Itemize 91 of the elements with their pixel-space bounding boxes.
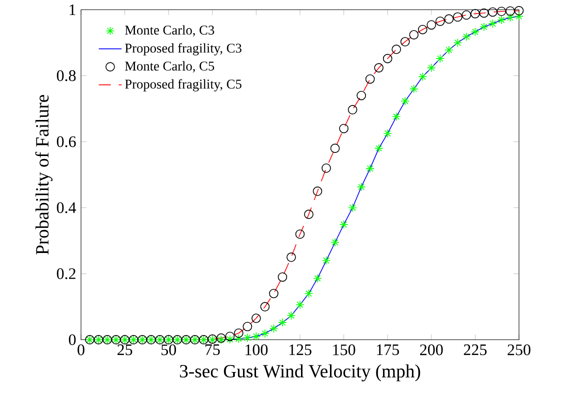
point xyxy=(252,314,261,324)
point xyxy=(400,37,410,47)
point xyxy=(488,19,498,28)
point xyxy=(322,164,331,173)
point xyxy=(453,38,462,48)
x-tick-label: 250 xyxy=(508,344,530,356)
point xyxy=(426,20,436,30)
point xyxy=(383,129,392,138)
point xyxy=(304,210,314,220)
point xyxy=(313,274,322,283)
point xyxy=(453,12,462,22)
legend-label: Monte Carlo, C5 xyxy=(125,61,214,73)
point xyxy=(506,6,515,16)
x-tick-label: 225 xyxy=(464,344,487,356)
point xyxy=(480,22,488,32)
point xyxy=(409,84,418,94)
point xyxy=(462,10,472,20)
point xyxy=(366,164,374,173)
point xyxy=(348,203,357,212)
point xyxy=(496,6,506,16)
point xyxy=(374,144,384,153)
point xyxy=(470,28,480,36)
point xyxy=(400,96,410,106)
point xyxy=(479,8,489,18)
point xyxy=(514,12,524,21)
point xyxy=(243,333,252,342)
point xyxy=(269,324,278,334)
point xyxy=(278,318,287,328)
x-tick-label: 75 xyxy=(205,344,220,356)
x-tick-label: 175 xyxy=(377,344,399,356)
y-tick-label: 0.8 xyxy=(56,70,76,82)
point xyxy=(312,186,322,196)
point xyxy=(269,288,278,298)
y-tick-label: 0.6 xyxy=(56,136,76,148)
point xyxy=(427,64,436,72)
point xyxy=(226,335,234,344)
point xyxy=(392,112,401,122)
point xyxy=(356,90,366,100)
point xyxy=(252,332,261,341)
x-tick-label: 0 xyxy=(78,344,84,356)
y-axis-title: Probability of Failure xyxy=(35,95,52,255)
legend-label: Proposed fragility, C3 xyxy=(125,43,242,56)
point xyxy=(286,311,296,320)
x-tick-label: 50 xyxy=(162,344,176,356)
y-tick-label: 1 xyxy=(70,4,76,16)
y-tick-label: 0 xyxy=(68,334,76,346)
point xyxy=(322,256,331,266)
point xyxy=(348,105,358,115)
x-axis-title: 3-sec Gust Wind Velocity (mph) xyxy=(180,364,420,382)
x-tick-label: 100 xyxy=(246,344,268,356)
point xyxy=(242,322,252,332)
point xyxy=(374,63,384,73)
point xyxy=(234,328,244,338)
point xyxy=(330,238,340,247)
point xyxy=(497,16,506,24)
point xyxy=(382,54,392,64)
point xyxy=(488,8,498,17)
x-tick-label: 125 xyxy=(289,344,312,356)
point xyxy=(462,32,471,42)
point xyxy=(278,272,288,282)
legend-label: Monte Carlo, C3 xyxy=(125,25,214,37)
point xyxy=(444,46,454,55)
point xyxy=(304,289,314,298)
legend-label: Proposed fragility, C5 xyxy=(125,79,242,92)
y-tick-label: 0.4 xyxy=(56,202,76,214)
point xyxy=(365,74,375,84)
point xyxy=(418,72,428,82)
point xyxy=(435,16,445,26)
point xyxy=(436,54,445,64)
point xyxy=(470,9,480,18)
point xyxy=(418,24,428,34)
point xyxy=(409,30,419,40)
x-tick-label: 25 xyxy=(118,344,132,356)
x-tick-label: 150 xyxy=(333,344,356,356)
point xyxy=(260,302,270,312)
point xyxy=(339,220,348,230)
point xyxy=(506,13,515,22)
point xyxy=(296,300,304,310)
point xyxy=(356,182,366,192)
point xyxy=(339,124,348,134)
point xyxy=(330,144,340,154)
point xyxy=(234,334,244,344)
point xyxy=(444,14,454,24)
x-tick-label: 200 xyxy=(420,344,443,356)
point xyxy=(286,252,296,262)
point xyxy=(514,6,524,16)
y-tick-label: 0.2 xyxy=(56,268,76,280)
point xyxy=(260,329,270,338)
point xyxy=(295,230,305,239)
point xyxy=(392,44,402,54)
point xyxy=(225,332,235,342)
